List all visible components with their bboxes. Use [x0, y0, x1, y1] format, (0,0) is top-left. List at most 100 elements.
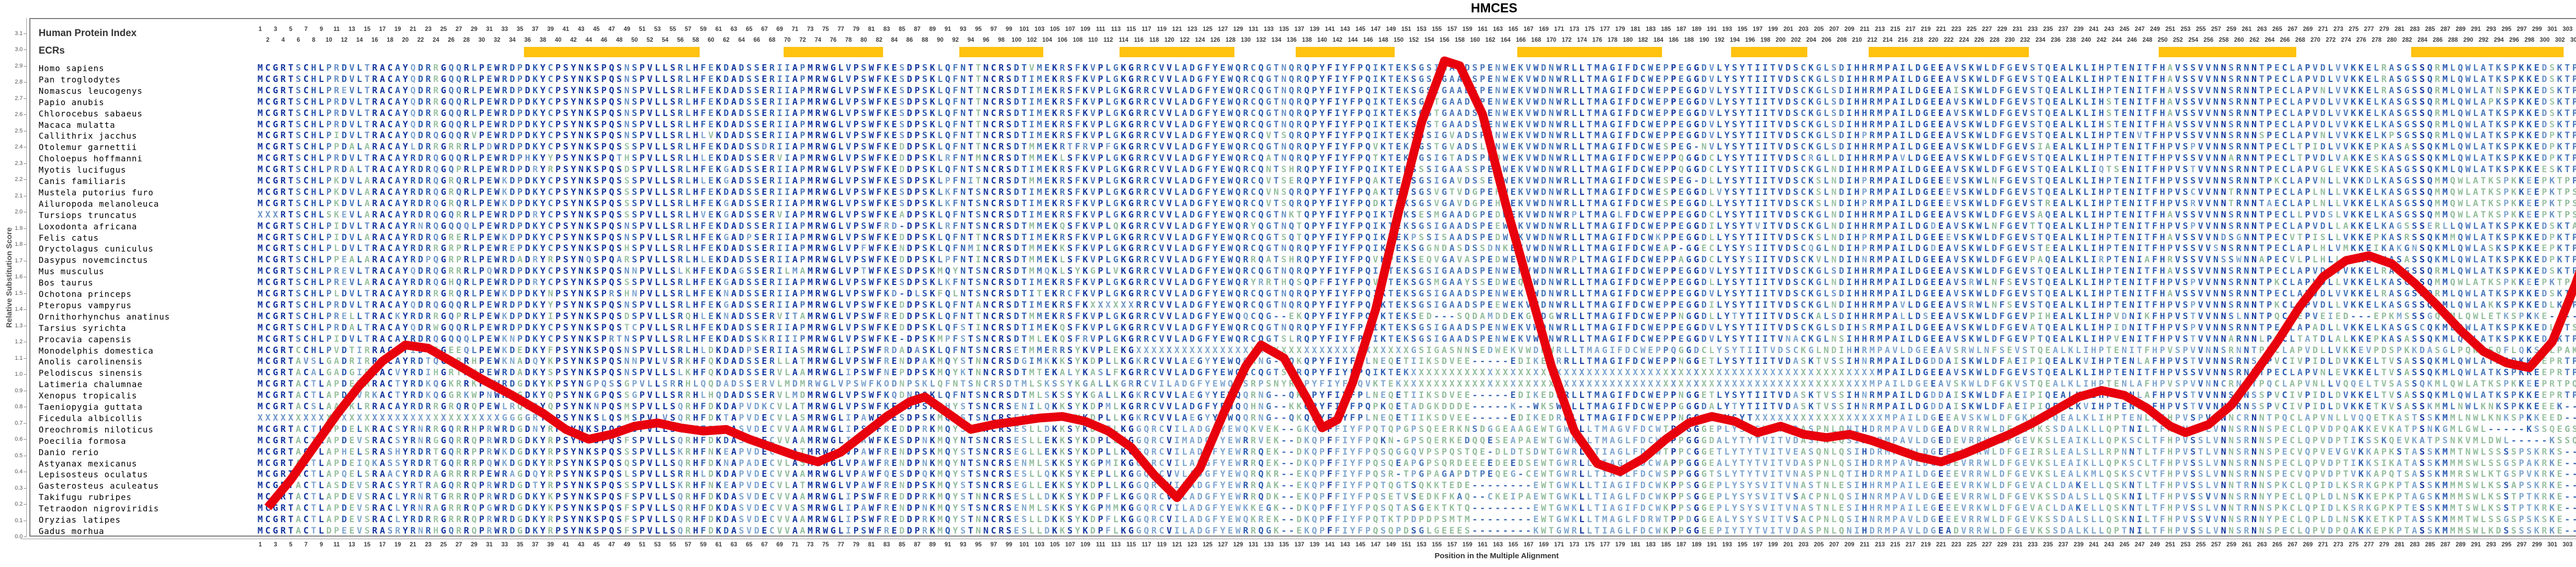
top-axis-tick: 94	[967, 37, 974, 43]
species-name: Tarsius syrichta	[39, 323, 127, 333]
top-axis-tick: 282	[2402, 37, 2412, 43]
top-axis-tick: 132	[1256, 37, 1266, 43]
top-axis-tick: 9	[319, 26, 323, 32]
bottom-axis-tick: 227	[1982, 542, 1992, 548]
top-axis-tick: 149	[1386, 26, 1396, 32]
species-name: Macaca mulatta	[39, 120, 115, 130]
bottom-axis-tick: 145	[1355, 542, 1366, 548]
bottom-axis-tick: 297	[2517, 542, 2527, 548]
bottom-axis-tick: 117	[1141, 542, 1151, 548]
top-axis-tick: 196	[1745, 37, 1755, 43]
species-name: Ornithorhynchus anatinus	[39, 311, 171, 322]
row-label-human-protein-index: Human Protein Index	[39, 28, 137, 39]
species-name: Pteropus vampyrus	[39, 300, 132, 310]
species-name: Myotis lucifugus	[39, 165, 127, 175]
top-axis-tick: 129	[1233, 26, 1243, 32]
species-name: Chlorocebus sabaeus	[39, 108, 143, 119]
bottom-axis-tick: 289	[2455, 542, 2466, 548]
top-axis-tick: 260	[2234, 37, 2244, 43]
y-tick-label: 1.2	[14, 339, 23, 345]
bottom-axis-tick: 131	[1248, 542, 1259, 548]
top-axis-tick: 228	[1989, 37, 2000, 43]
top-axis-tick: 296	[2509, 37, 2519, 43]
top-axis-tick: 105	[1049, 26, 1060, 32]
top-axis-tick: 185	[1661, 26, 1671, 32]
top-axis-tick: 52	[646, 37, 653, 43]
top-axis-tick: 141	[1325, 26, 1335, 32]
top-axis-tick: 81	[868, 26, 875, 32]
top-axis-tick: 53	[654, 26, 661, 32]
top-axis-tick: 271	[2318, 26, 2328, 32]
bottom-axis-tick: 253	[2180, 542, 2191, 548]
top-axis-tick: 199	[1768, 26, 1778, 32]
top-axis-tick: 208	[1837, 37, 1847, 43]
bottom-axis-tick: 193	[1722, 542, 1732, 548]
top-axis-tick: 291	[2471, 26, 2481, 32]
bottom-axis-tick: 163	[1493, 542, 1503, 548]
top-axis-tick: 256	[2204, 37, 2214, 43]
species-name: Homo sapiens	[39, 63, 105, 73]
bottom-axis-tick: 31	[486, 542, 493, 548]
top-axis-tick: 39	[547, 26, 554, 32]
top-axis-tick: 118	[1149, 37, 1159, 43]
top-axis-tick: 202	[1791, 37, 1801, 43]
top-axis-tick: 231	[2012, 26, 2023, 32]
top-axis-tick: 133	[1263, 26, 1274, 32]
row-label-ecrs: ECRs	[39, 45, 65, 56]
top-axis-tick: 146	[1363, 37, 1373, 43]
top-axis-tick: 232	[2020, 37, 2030, 43]
y-tick-label: 2.3	[14, 160, 23, 166]
y-tick-label: 0.3	[14, 485, 23, 491]
top-axis-tick: 165	[1508, 26, 1518, 32]
species-name: Anolis carolinensis	[39, 357, 143, 367]
bottom-axis-tick: 107	[1065, 542, 1075, 548]
y-tick-mark	[24, 228, 27, 229]
bottom-axis-tick: 285	[2425, 542, 2435, 548]
bottom-axis-tick: 257	[2211, 542, 2222, 548]
bottom-axis-tick: 237	[2058, 542, 2069, 548]
top-axis-tick: 2	[266, 37, 270, 43]
top-axis-tick: 89	[929, 26, 936, 32]
top-axis-tick: 214	[1883, 37, 1893, 43]
bottom-axis-tick: 95	[975, 542, 982, 548]
y-tick-label: 1.8	[14, 241, 23, 247]
species-name: Xenopus tropicalis	[39, 391, 138, 401]
bottom-axis-tick: 269	[2302, 542, 2313, 548]
y-tick-label: 2.6	[14, 111, 23, 118]
bottom-axis-tick: 207	[1829, 542, 1839, 548]
top-axis-tick: 90	[937, 37, 944, 43]
top-axis-tick: 35	[516, 26, 523, 32]
top-axis-tick: 114	[1118, 37, 1129, 43]
bottom-axis-tick: 113	[1111, 542, 1121, 548]
top-axis-tick: 98	[998, 37, 1005, 43]
bottom-axis-tick: 75	[822, 542, 829, 548]
top-axis-tick: 26	[448, 37, 455, 43]
bottom-axis-tick: 159	[1462, 542, 1472, 548]
bottom-axis-tick: 135	[1279, 542, 1289, 548]
top-axis-tick: 184	[1653, 37, 1664, 43]
ecr-region-bar	[1517, 47, 1663, 57]
top-axis-tick: 121	[1172, 26, 1182, 32]
top-axis-tick: 99	[1005, 26, 1012, 32]
top-axis-tick: 23	[425, 26, 432, 32]
bottom-axis-tick: 247	[2134, 542, 2145, 548]
top-axis-tick: 33	[501, 26, 508, 32]
bottom-axis-tick: 17	[379, 542, 386, 548]
bottom-axis-tick: 251	[2165, 542, 2176, 548]
top-axis-tick: 215	[1890, 26, 1901, 32]
bottom-axis-tick: 103	[1035, 542, 1045, 548]
top-axis-tick: 302	[2555, 37, 2565, 43]
top-axis-tick: 24	[432, 37, 439, 43]
y-tick-label: 0.8	[14, 404, 23, 410]
y-tick-label: 1.5	[14, 290, 23, 296]
